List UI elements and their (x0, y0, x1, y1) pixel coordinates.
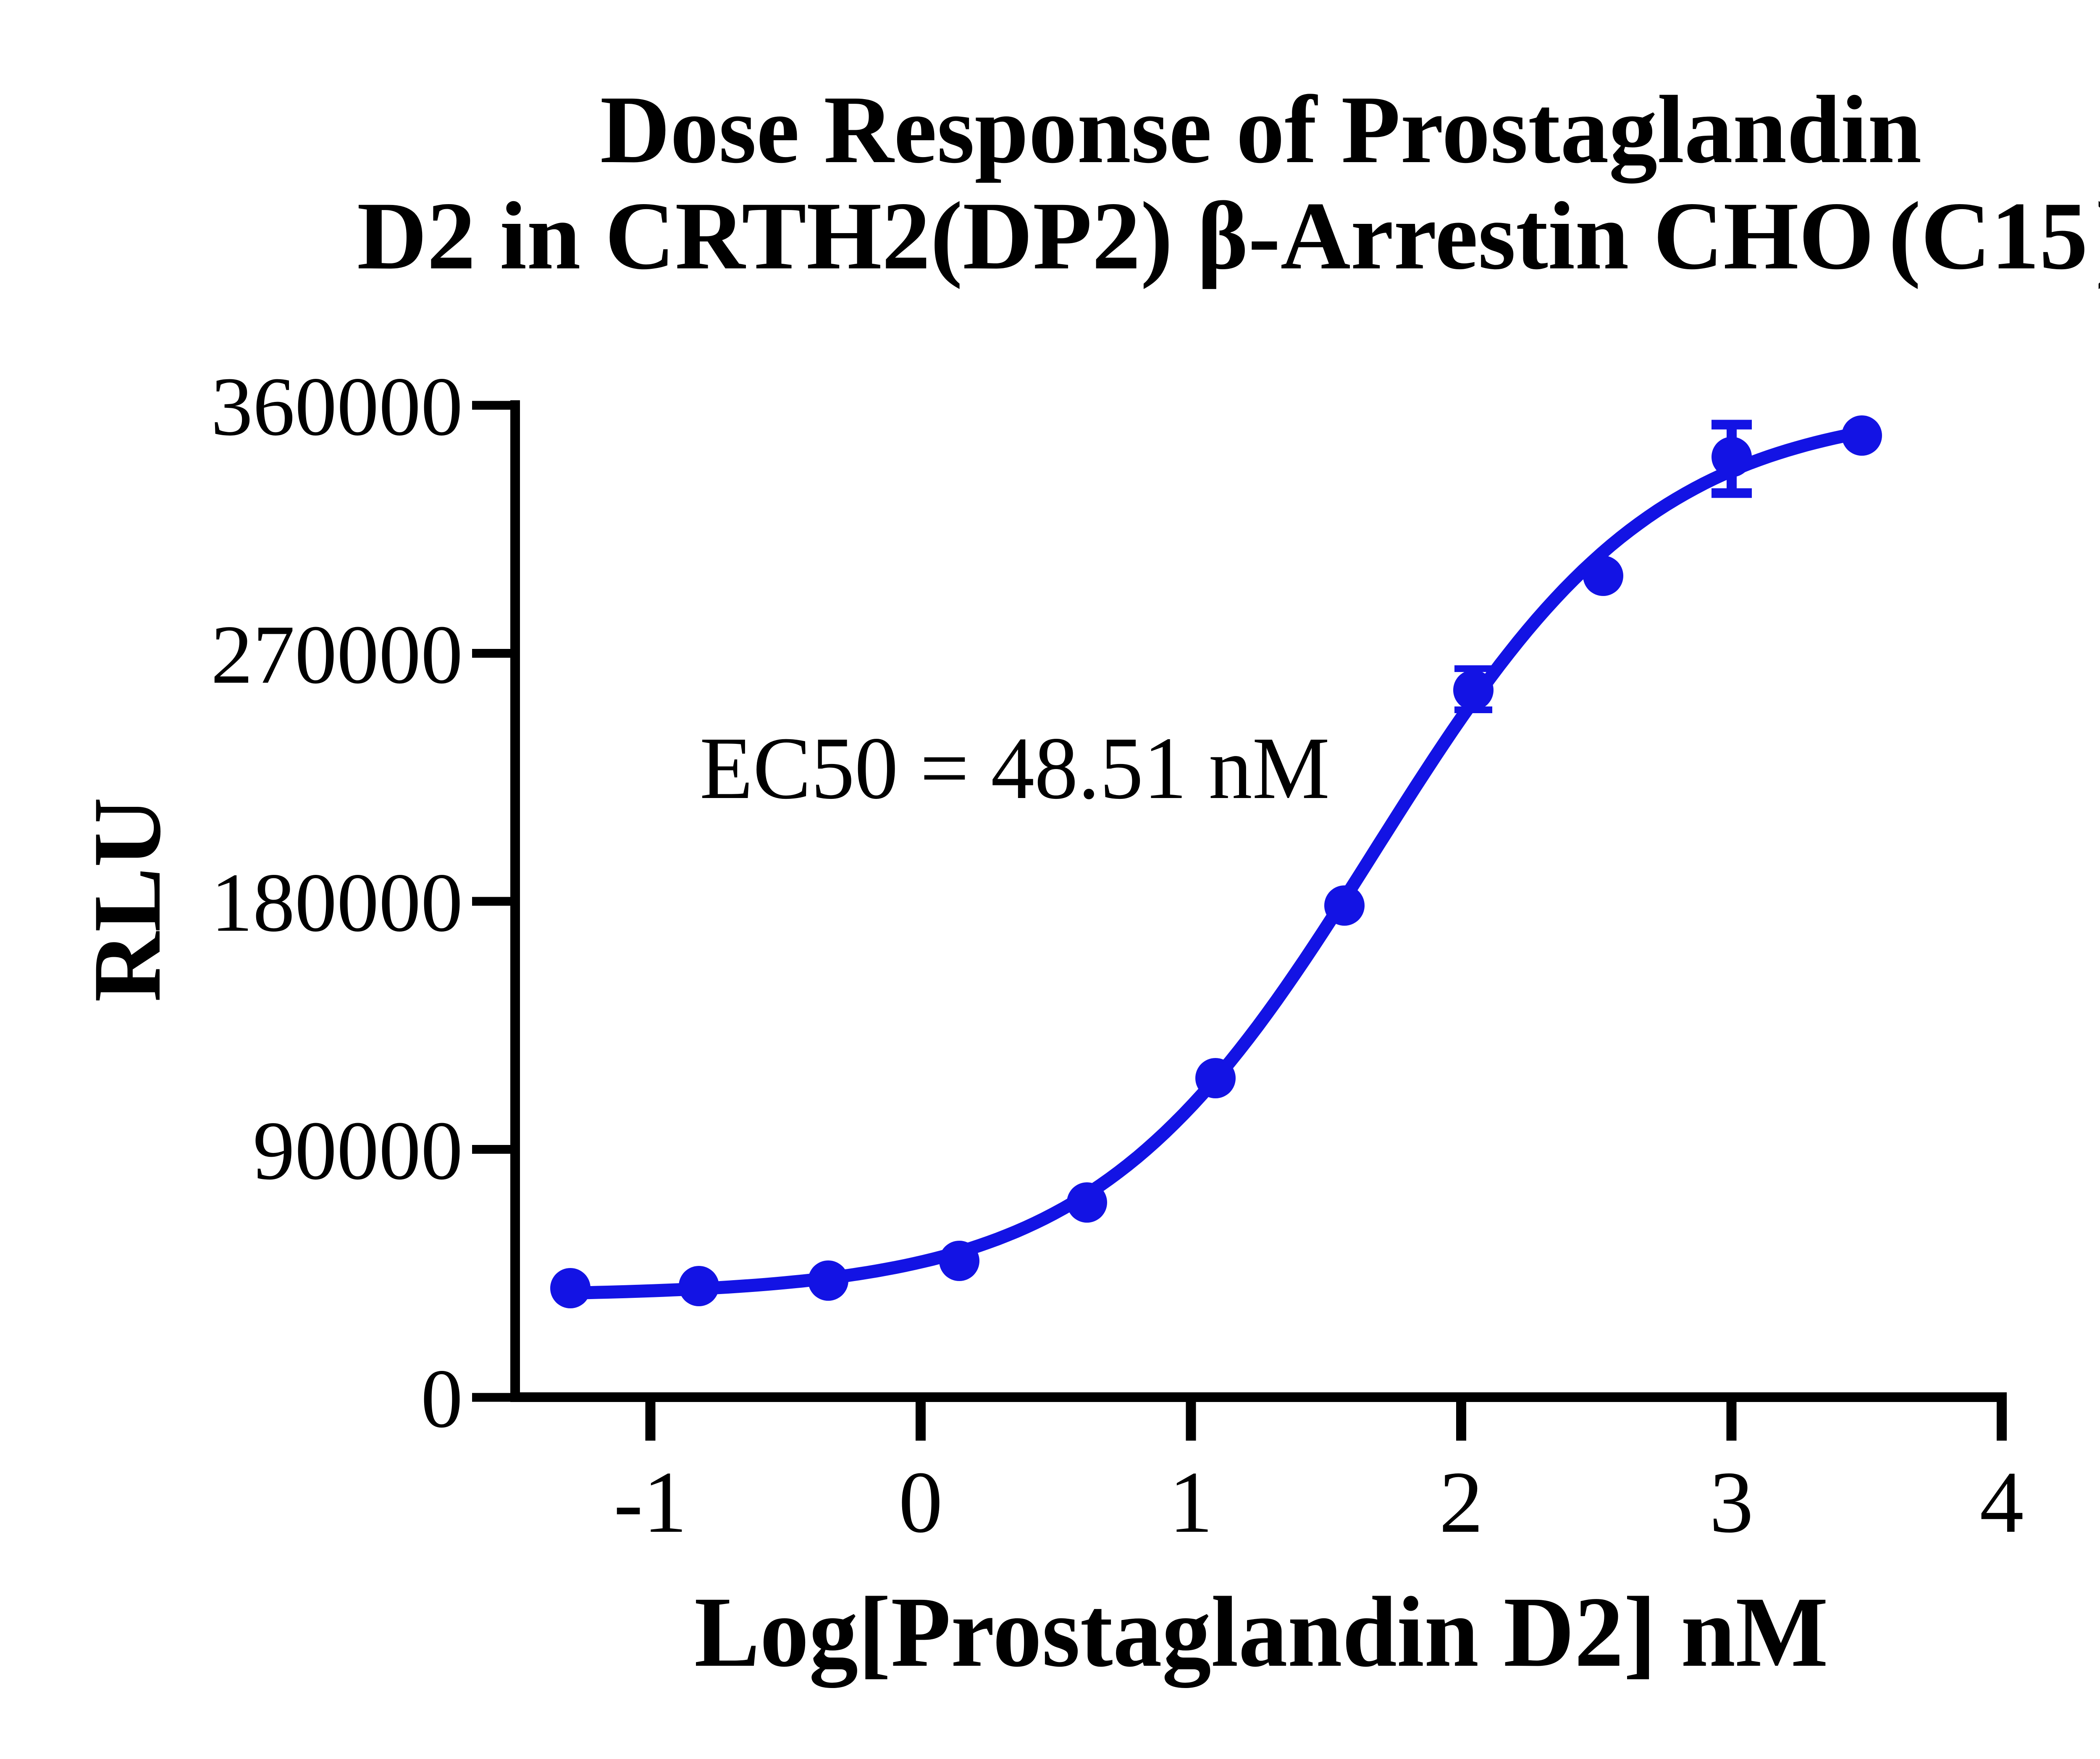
svg-text:-1: -1 (614, 1454, 687, 1551)
svg-text:D2 in CRTH2(DP2) β-Arrestin CH: D2 in CRTH2(DP2) β-Arrestin CHO(C15) (357, 182, 2100, 289)
svg-text:Dose Response of Prostaglandin: Dose Response of Prostaglandin (600, 76, 1922, 184)
svg-text:4: 4 (1980, 1454, 2024, 1551)
svg-text:0: 0 (421, 1352, 463, 1445)
svg-text:RLU: RLU (73, 797, 181, 1002)
svg-text:2: 2 (1439, 1454, 1483, 1551)
svg-text:3: 3 (1709, 1454, 1754, 1551)
svg-text:90000: 90000 (253, 1105, 463, 1197)
svg-text:EC50 = 48.51 nM: EC50 = 48.51 nM (700, 719, 1330, 817)
svg-text:270000: 270000 (211, 609, 463, 701)
svg-text:180000: 180000 (211, 856, 463, 949)
svg-text:1: 1 (1169, 1454, 1213, 1551)
svg-text:360000: 360000 (211, 360, 463, 453)
svg-text:0: 0 (899, 1454, 943, 1551)
svg-text:Log[Prostaglandin D2] nM: Log[Prostaglandin D2] nM (694, 1576, 1828, 1688)
